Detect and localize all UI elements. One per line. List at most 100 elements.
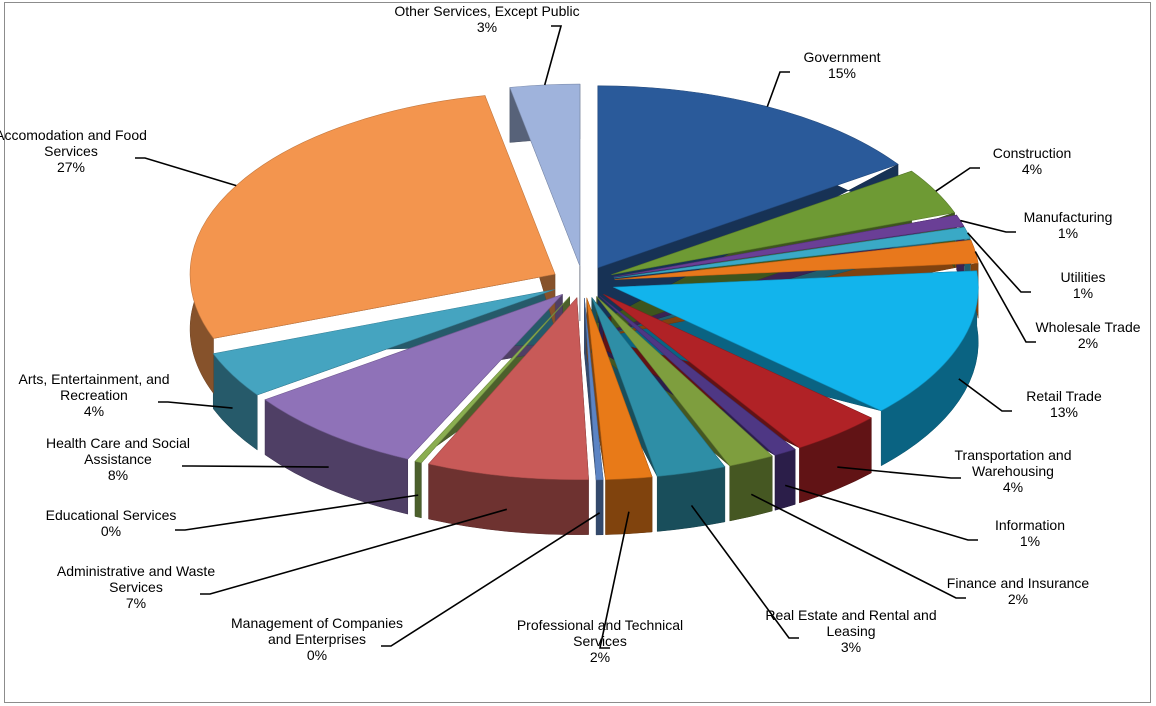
data-label-construction: Construction 4% — [993, 145, 1072, 177]
data-label-transportation-and-warehousing: Transportation and Warehousing 4% — [955, 447, 1072, 495]
data-label-category: Services — [44, 143, 98, 159]
slice-arts-entertainment-and-recreation — [212, 289, 555, 396]
data-label-other-services-except-public: Other Services, Except Public 3% — [394, 3, 579, 35]
data-label-retail-trade: Retail Trade 13% — [1026, 388, 1102, 420]
data-label-category: Utilities — [1060, 269, 1105, 285]
data-label-value: 1% — [1073, 285, 1093, 301]
data-label-category: Services — [573, 633, 627, 649]
data-label-value: 7% — [126, 595, 146, 611]
data-label-category: Administrative and Waste — [57, 563, 215, 579]
leader-line-educational-services — [175, 494, 419, 531]
data-label-category: Retail Trade — [1026, 388, 1102, 404]
leader-line-arts-entertainment-and-recreation — [158, 401, 233, 409]
data-label-value: 1% — [1020, 533, 1040, 549]
leader-line-accomodation-and-food-services — [135, 157, 237, 187]
data-label-value: 1% — [1058, 225, 1078, 241]
slice-real-estate-and-rental-and-leasing — [591, 297, 726, 477]
data-label-value: 2% — [1078, 335, 1098, 351]
data-label-accomodation-and-food-services: Accomodation and Food Services 27% — [0, 127, 147, 175]
data-label-category: Recreation — [60, 387, 128, 403]
data-label-value: 4% — [1022, 161, 1042, 177]
data-label-category: Arts, Entertainment, and — [19, 371, 170, 387]
data-label-value: 0% — [307, 647, 327, 663]
leader-line-other-services-except-public — [543, 25, 563, 86]
leader-line-manufacturing — [960, 219, 1016, 233]
data-label-manufacturing: Manufacturing 1% — [1024, 209, 1113, 241]
data-label-value: 3% — [841, 639, 861, 655]
data-label-category: Management of Companies — [231, 615, 403, 631]
leader-line-professional-and-technical-services — [599, 511, 630, 649]
data-label-value: 15% — [828, 65, 856, 81]
data-label-management-of-companies-and-enterprises: Management of Companies and Enterprises 0% — [231, 615, 403, 663]
data-label-category: Professional and Technical — [517, 617, 683, 633]
data-label-category: Warehousing — [972, 463, 1054, 479]
slice-other-services-except-public — [509, 83, 581, 267]
data-label-category: Finance and Insurance — [947, 575, 1090, 591]
data-label-category: Health Care and Social — [46, 435, 190, 451]
leader-line-government — [766, 71, 790, 107]
slice-construction — [611, 170, 956, 275]
data-label-category: Manufacturing — [1024, 209, 1113, 225]
data-label-health-care-and-social-assistance: Health Care and Social Assistance 8% — [46, 435, 190, 483]
data-label-educational-services: Educational Services 0% — [46, 507, 177, 539]
data-label-utilities: Utilities 1% — [1060, 269, 1105, 301]
data-label-value: 2% — [590, 649, 610, 665]
leader-line-wholesale-trade — [974, 251, 1036, 343]
data-label-value: 4% — [84, 403, 104, 419]
data-label-category: and Enterprises — [268, 631, 366, 647]
data-label-category: Government — [803, 49, 880, 65]
leader-lines — [135, 25, 1036, 649]
data-label-category: Real Estate and Rental and — [765, 607, 936, 623]
data-label-value: 0% — [101, 523, 121, 539]
data-label-category: Construction — [993, 145, 1072, 161]
slice-retail-trade — [613, 270, 979, 412]
data-label-government: Government 15% — [803, 49, 880, 81]
leader-line-construction — [935, 167, 980, 192]
data-label-category: Other Services, Except Public — [394, 3, 579, 19]
slice-administrative-and-waste-services — [427, 296, 589, 480]
leader-line-information — [784, 484, 978, 541]
data-label-category: Accomodation and Food — [0, 127, 147, 143]
pie-top-layer — [189, 83, 979, 481]
data-label-category: Leasing — [826, 623, 875, 639]
leader-line-finance-and-insurance — [750, 493, 966, 599]
data-label-wholesale-trade: Wholesale Trade 2% — [1035, 319, 1140, 351]
data-label-category: Wholesale Trade — [1035, 319, 1140, 335]
data-label-finance-and-insurance: Finance and Insurance 2% — [947, 575, 1090, 607]
leader-line-real-estate-and-rental-and-leasing — [690, 504, 799, 639]
data-label-value: 4% — [1003, 479, 1023, 495]
data-label-administrative-and-waste-services: Administrative and Waste Services 7% — [57, 563, 215, 611]
slice-professional-and-technical-services — [586, 297, 653, 480]
leader-line-health-care-and-social-assistance — [182, 465, 329, 468]
data-label-category: Information — [995, 517, 1065, 533]
data-label-value: 27% — [57, 159, 85, 175]
data-label-value: 8% — [108, 467, 128, 483]
data-labels: Government 15%Construction 4%Manufacturing… — [0, 3, 1141, 665]
slice-educational-services — [414, 296, 570, 464]
data-label-arts-entertainment-and-recreation: Arts, Entertainment, and Recreation 4% — [19, 371, 170, 419]
data-label-category: Assistance — [84, 451, 152, 467]
slice-transportation-and-warehousing — [603, 294, 873, 449]
leader-line-retail-trade — [958, 378, 1012, 412]
data-label-category: Educational Services — [46, 507, 177, 523]
slice-health-care-and-social-assistance — [264, 294, 563, 460]
leader-line-administrative-and-waste-services — [200, 508, 508, 595]
leader-line-management-of-companies-and-enterprises — [381, 512, 601, 647]
data-label-value: 13% — [1050, 404, 1078, 420]
slice-management-of-companies-and-enterprises — [584, 297, 604, 481]
slice-finance-and-insurance — [596, 296, 773, 467]
leader-line-utilities — [966, 232, 1031, 293]
data-label-information: Information 1% — [995, 517, 1065, 549]
data-label-real-estate-and-rental-and-leasing: Real Estate and Rental and Leasing 3% — [765, 607, 936, 655]
data-label-category: Transportation and — [955, 447, 1072, 463]
slice-information — [599, 295, 796, 456]
data-label-value: 2% — [1008, 591, 1028, 607]
slice-government — [597, 85, 899, 269]
chart-frame — [4, 2, 1151, 703]
leader-line-transportation-and-warehousing — [837, 466, 961, 479]
data-label-value: 3% — [477, 19, 497, 35]
data-label-category: Services — [109, 579, 163, 595]
data-label-professional-and-technical-services: Professional and Technical Services 2% — [517, 617, 683, 665]
